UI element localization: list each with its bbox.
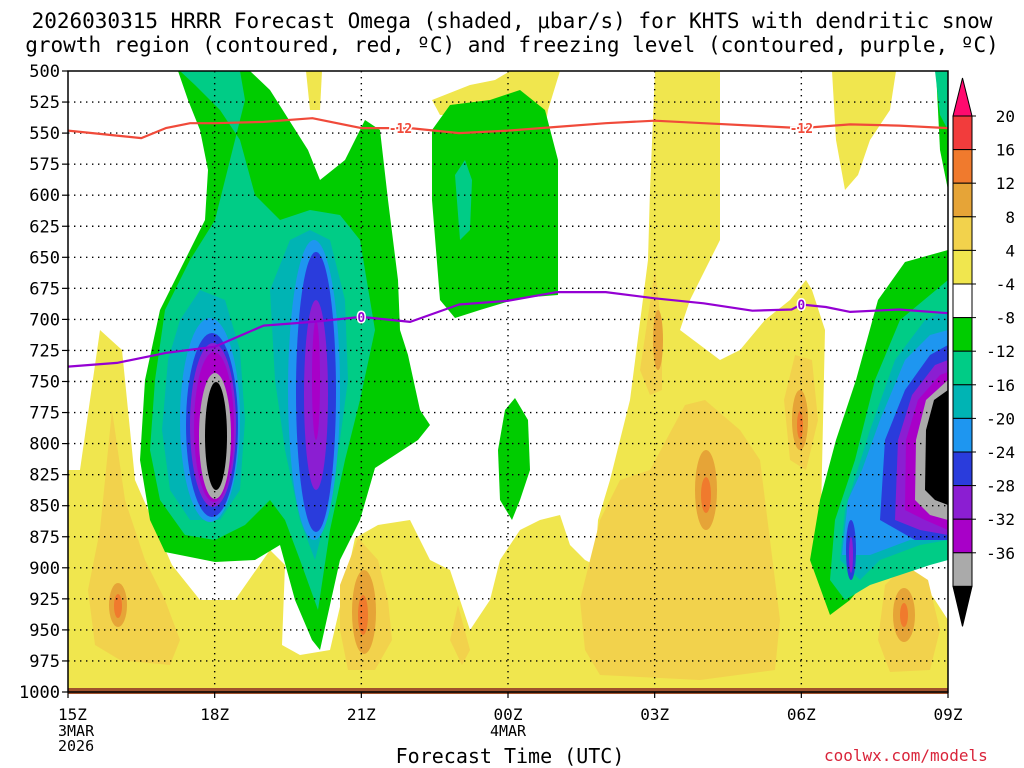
x-tick-label-09Z: 09Z: [934, 705, 963, 724]
x-tick-year-15Z: 2026: [58, 737, 94, 755]
colorbar-swatch-9: [952, 384, 973, 419]
colorbar-swatch-10: [952, 417, 973, 453]
colorbar-label-2: 12: [996, 174, 1015, 193]
chart-title-line-2: growth region (contoured, red, ºC) and f…: [25, 33, 999, 57]
colorbar-swatch-12: [952, 485, 973, 520]
y-tick-label-525: 525: [29, 93, 60, 113]
omega-shade-minus36-b: [925, 390, 948, 505]
omega-shade-plus8-c: [450, 605, 470, 665]
gridlines: [68, 71, 948, 692]
omega-shade-plus8-d: [580, 400, 780, 680]
omega-shade-plus16-e: [900, 603, 908, 627]
omega-shade-minus28-b: [312, 320, 320, 440]
contour-line-zero: [68, 291, 948, 368]
omega-shade-minus8-topright: [935, 71, 948, 130]
x-tick-label-21Z: 21Z: [347, 705, 376, 724]
omega-shade-plus4-top3: [832, 71, 896, 190]
y-tick-label-950: 950: [29, 621, 60, 641]
colorbar-swatch-4: [952, 216, 973, 251]
x-tick-label-15Z: 15Z: [58, 705, 87, 724]
colorbar-bottom-arrow: [952, 585, 973, 627]
contour-line-minus12: [68, 117, 948, 140]
colorbar-label-4: 4: [1005, 241, 1015, 260]
y-tick-label-925: 925: [29, 590, 60, 610]
colorbar: 20 16 12 8 4 -4 -8 -12 -16 -20 -24 -28 -32 -36: [952, 77, 1015, 627]
credit-link[interactable]: coolwx.com/models: [824, 746, 988, 765]
colorbar-swatch-3: [952, 182, 973, 218]
omega-shade-plus12-f: [653, 310, 663, 370]
x-tick-sublabel-00Z: 4MAR: [490, 722, 527, 740]
colorbar-label-5: -4: [996, 275, 1015, 294]
colorbar-swatch-11: [952, 451, 973, 487]
omega-shade-minus4-mid: [432, 90, 558, 318]
y-tick-label-800: 800: [29, 435, 60, 455]
colorbar-label-1: 16: [996, 141, 1015, 160]
y-tick-label-725: 725: [29, 341, 60, 361]
colorbar-label-10: -24: [986, 443, 1015, 462]
omega-shade-plus16-a: [114, 594, 122, 618]
colorbar-swatch-6: [952, 283, 973, 319]
colorbar-label-7: -12: [986, 342, 1015, 361]
y-tick-label-600: 600: [29, 186, 60, 206]
y-tick-label-775: 775: [29, 404, 60, 424]
colorbar-label-6: -8: [996, 309, 1015, 328]
omega-shade-minus24-c: [849, 537, 853, 573]
omega-shade-plus16-d: [797, 411, 803, 439]
y-tick-label-1000: 1000: [19, 683, 60, 703]
x-axis-title: Forecast Time (UTC): [395, 744, 625, 768]
colorbar-swatch-1: [952, 115, 973, 151]
colorbar-label-8: -16: [986, 376, 1015, 395]
temperature-contours: -12 -12 0 0: [68, 117, 948, 368]
y-tick-label-825: 825: [29, 466, 60, 486]
y-tick-label-675: 675: [29, 279, 60, 299]
omega-shade-minus36-a: [205, 382, 227, 490]
omega-shade-plus16-b: [358, 595, 368, 635]
colorbar-swatch-7: [952, 317, 973, 352]
contour-label-1-1: 0: [797, 298, 805, 313]
omega-shade-plus4-top: [306, 71, 322, 110]
colorbar-swatch-13: [952, 518, 973, 554]
colorbar-swatch-14: [952, 552, 973, 587]
y-tick-label-850: 850: [29, 497, 60, 517]
y-axis: 500 525 550 575 600 625 650 675 700 725 750 775 800 8…: [19, 62, 68, 703]
colorbar-label-13: -36: [986, 544, 1015, 563]
y-tick-label-700: 700: [29, 310, 60, 330]
x-tick-sublabel-15Z: 3MAR: [58, 722, 95, 740]
ground-strip: [68, 688, 948, 694]
omega-shade-plus16-c: [701, 477, 711, 513]
y-tick-label-575: 575: [29, 155, 60, 175]
y-tick-label-975: 975: [29, 652, 60, 672]
colorbar-label-12: -32: [986, 510, 1015, 529]
omega-shade-minus4-small: [498, 398, 530, 520]
colorbar-swatch-5: [952, 249, 973, 285]
x-tick-label-00Z: 00Z: [494, 705, 523, 724]
colorbar-top-arrow: [952, 77, 973, 117]
y-tick-label-900: 900: [29, 559, 60, 579]
x-tick-label-06Z: 06Z: [787, 705, 816, 724]
colorbar-label-9: -20: [986, 409, 1015, 428]
y-tick-label-550: 550: [29, 124, 60, 144]
y-tick-label-500: 500: [29, 62, 60, 82]
colorbar-label-11: -28: [986, 477, 1015, 496]
contour-label-1-0: 0: [357, 311, 365, 326]
x-tick-label-18Z: 18Z: [200, 705, 229, 724]
y-tick-label-650: 650: [29, 248, 60, 268]
colorbar-swatch-8: [952, 350, 973, 386]
colorbar-label-3: 8: [1005, 208, 1015, 227]
contour-label-0-0: -12: [389, 122, 412, 137]
omega-shade-minus8-mid: [455, 160, 472, 240]
chart-title-line-1: 2026030315 HRRR Forecast Omega (shaded, …: [31, 9, 993, 33]
contour-label-0-1: -12: [790, 122, 813, 137]
y-tick-label-625: 625: [29, 217, 60, 237]
colorbar-swatch-2: [952, 149, 973, 184]
colorbar-label-0: 20: [996, 107, 1015, 126]
x-tick-label-03Z: 03Z: [640, 705, 669, 724]
y-tick-label-875: 875: [29, 528, 60, 548]
y-tick-label-750: 750: [29, 373, 60, 393]
